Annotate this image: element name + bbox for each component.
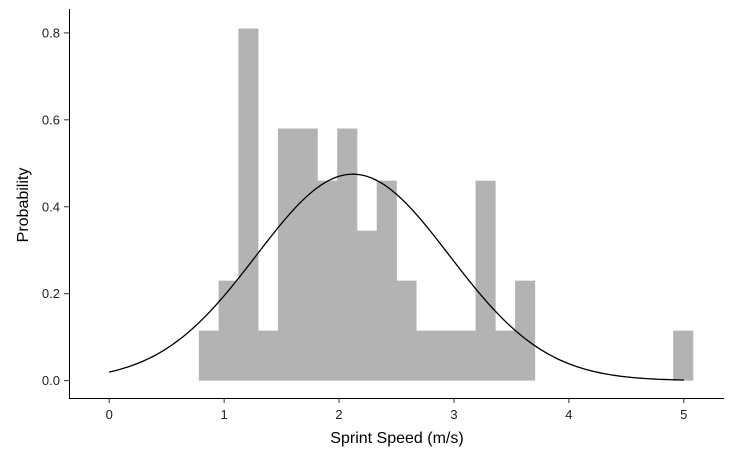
histogram-bar (436, 330, 457, 381)
histogram-bar (258, 330, 279, 381)
y-tick-label: 0.0 (42, 373, 60, 388)
x-tick-label: 3 (450, 407, 457, 422)
x-tick-label: 0 (106, 407, 113, 422)
histogram-bar (396, 280, 417, 381)
histogram-bar (356, 230, 378, 381)
histogram-bars (198, 28, 694, 381)
density-curve (109, 173, 684, 381)
x-axis-ticks: 0 1 2 3 4 5 (106, 398, 687, 422)
histogram-bar (218, 280, 239, 381)
y-axis-title: Probability (15, 168, 32, 243)
histogram-bar (376, 180, 397, 381)
y-tick-label: 0.4 (42, 199, 60, 214)
y-tick-label: 0.8 (42, 25, 60, 40)
y-tick-label: 0.6 (42, 112, 60, 127)
x-axis-title: Sprint Speed (m/s) (330, 430, 463, 447)
histogram-bar (337, 128, 358, 381)
histogram-bar (297, 128, 318, 381)
histogram-bar (455, 330, 476, 381)
x-tick-label: 1 (221, 407, 228, 422)
histogram-bar (317, 180, 338, 381)
y-tick-label: 0.2 (42, 286, 60, 301)
histogram-bar (515, 280, 536, 381)
histogram-bar (495, 330, 516, 381)
histogram-bar (416, 330, 437, 381)
histogram-bar (475, 180, 496, 381)
x-tick-label: 4 (565, 407, 572, 422)
histogram-bar (238, 28, 259, 381)
histogram-bar (673, 330, 694, 381)
histogram-bar (277, 128, 298, 381)
x-tick-label: 5 (680, 407, 687, 422)
x-tick-label: 2 (335, 407, 342, 422)
histogram-bar (198, 330, 219, 381)
y-axis-ticks: 0.0 0.2 0.4 0.6 0.8 (42, 25, 69, 388)
